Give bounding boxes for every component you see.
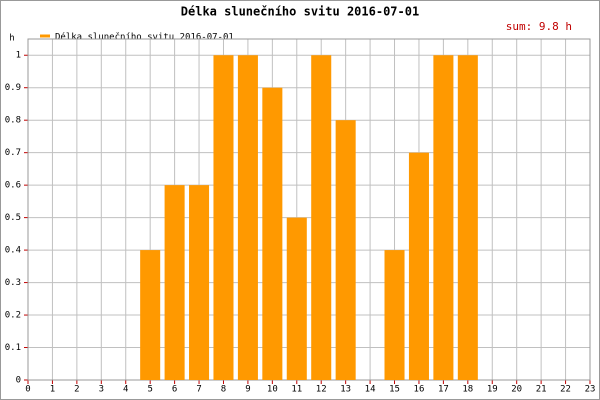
x-tick-label: 22 <box>560 385 571 395</box>
bar <box>189 185 210 380</box>
x-tick-label: 21 <box>536 385 547 395</box>
y-tick-label: 0 <box>16 376 21 386</box>
x-tick-label: 9 <box>245 385 250 395</box>
bar <box>335 120 356 380</box>
legend-label: Délka slunečního svitu 2016-07-01 <box>55 32 234 43</box>
x-tick-label: 15 <box>389 385 400 395</box>
x-tick-label: 4 <box>123 385 128 395</box>
x-tick-label: 19 <box>487 385 498 395</box>
bar <box>164 185 185 380</box>
annotation: sum: 9.8 h <box>506 20 572 33</box>
x-tick-label: 8 <box>221 385 226 395</box>
bar <box>140 250 161 380</box>
y-tick-label: 0.9 <box>5 83 21 93</box>
x-tick-label: 23 <box>585 385 596 395</box>
y-tick-label: 0.6 <box>5 181 21 191</box>
y-tick-label: 1 <box>16 51 21 61</box>
y-tick-label: 0.1 <box>5 343 21 353</box>
x-tick-label: 7 <box>196 385 201 395</box>
y-axis-label: h <box>9 34 14 44</box>
bar <box>311 55 332 380</box>
x-tick-label: 0 <box>25 385 30 395</box>
bar <box>457 55 478 380</box>
bar <box>384 250 405 380</box>
x-tick-label: 14 <box>365 385 376 395</box>
y-tick-label: 0.7 <box>5 148 21 158</box>
x-tick-label: 12 <box>316 385 327 395</box>
x-tick-label: 20 <box>511 385 522 395</box>
x-tick-label: 6 <box>172 385 177 395</box>
bar <box>237 55 258 380</box>
x-tick-label: 17 <box>438 385 449 395</box>
y-tick-label: 0.5 <box>5 213 21 223</box>
y-tick-label: 0.3 <box>5 278 21 288</box>
y-tick-label: 0.4 <box>5 246 21 256</box>
chart-title: Délka slunečního svitu 2016-07-01 <box>181 5 419 19</box>
bar <box>433 55 454 380</box>
x-tick-label: 10 <box>267 385 278 395</box>
x-tick-label: 1 <box>50 385 55 395</box>
x-tick-label: 5 <box>147 385 152 395</box>
bar <box>408 152 429 380</box>
y-tick-label: 0.2 <box>5 311 21 321</box>
bar <box>262 87 283 380</box>
x-tick-label: 11 <box>291 385 302 395</box>
x-tick-label: 16 <box>414 385 425 395</box>
x-tick-label: 18 <box>462 385 473 395</box>
x-tick-label: 3 <box>99 385 104 395</box>
bar <box>213 55 234 380</box>
bar <box>286 217 307 380</box>
y-tick-label: 0.8 <box>5 116 21 126</box>
x-tick-label: 13 <box>340 385 351 395</box>
plot-border <box>27 38 591 381</box>
x-tick-label: 2 <box>74 385 79 395</box>
